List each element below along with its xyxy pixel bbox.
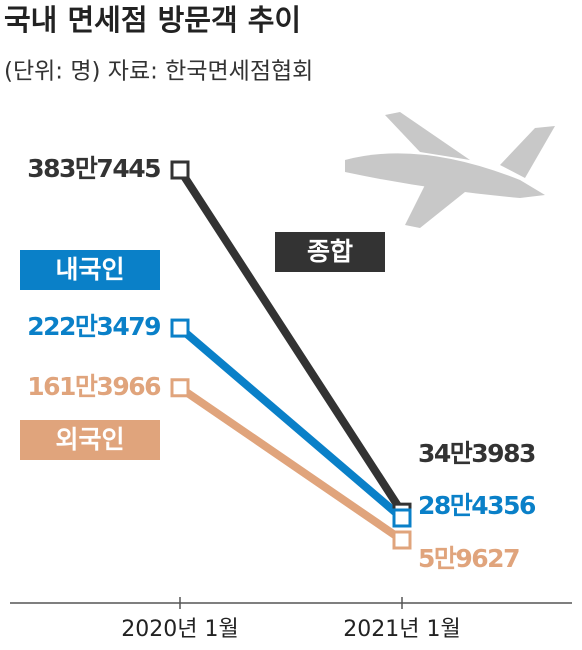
value-label: 222만3479	[27, 312, 160, 341]
airplane	[345, 112, 555, 228]
value-label: 161만3966	[27, 372, 161, 401]
point-marker	[170, 318, 190, 338]
legend-label: 종합	[307, 237, 353, 266]
series-line	[176, 167, 406, 515]
chart-subtitle: (단위: 명) 자료: 한국면세점협회	[4, 59, 313, 85]
legend-box	[275, 232, 385, 272]
value-label: 383만7445	[27, 154, 160, 183]
point-marker	[170, 378, 190, 398]
legend-label: 내국인	[55, 255, 124, 284]
point-marker	[170, 160, 190, 180]
series-line	[177, 384, 405, 544]
legend-box	[20, 250, 160, 290]
chart-title: 국내 면세점 방문객 추이	[4, 3, 301, 37]
legend-label: 외국인	[55, 425, 124, 454]
value-label: 34만3983	[418, 439, 535, 468]
legend-box	[20, 420, 160, 460]
value-label: 28만4356	[418, 491, 536, 520]
value-label: 5만9627	[418, 544, 519, 573]
x-tick-label: 2021년 1월	[343, 617, 460, 642]
x-tick-label: 2020년 1월	[121, 617, 238, 642]
point-marker	[392, 508, 412, 528]
series-line	[177, 325, 405, 522]
point-marker	[392, 530, 412, 550]
